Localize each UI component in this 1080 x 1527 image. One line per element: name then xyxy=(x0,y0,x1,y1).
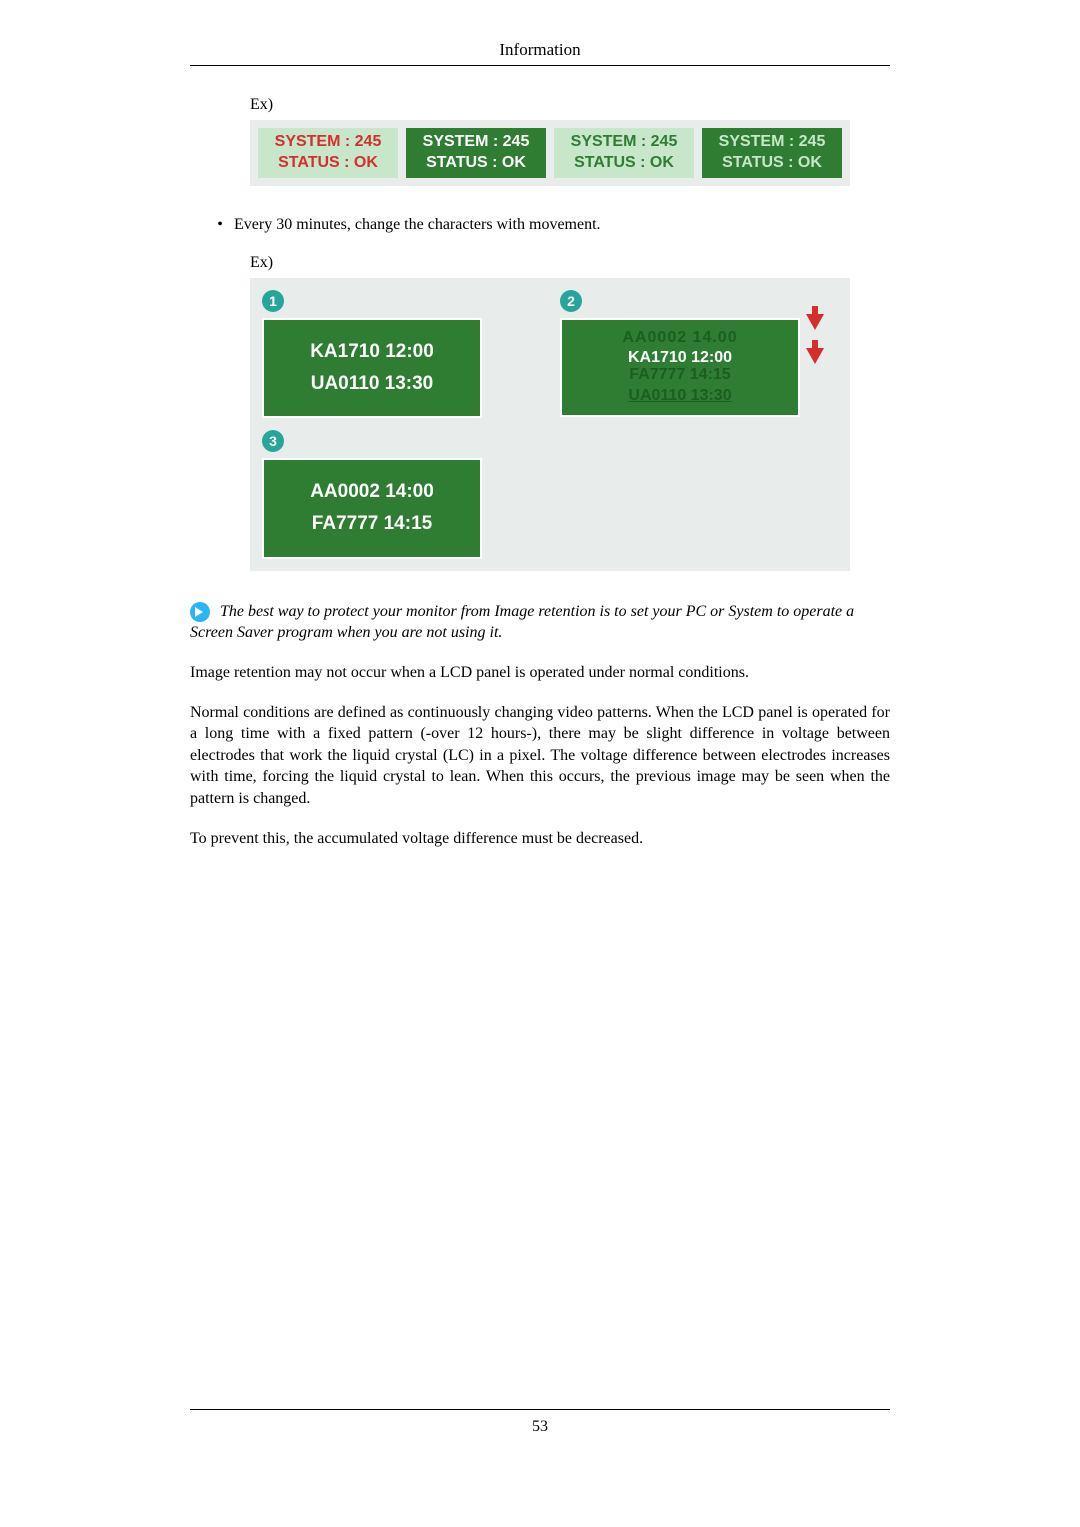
sys4-line2: STATUS : OK xyxy=(706,153,838,174)
system-boxes-row: SYSTEM : 245 STATUS : OK SYSTEM : 245 ST… xyxy=(250,120,850,186)
content-area: Ex) SYSTEM : 245 STATUS : OK SYSTEM : 24… xyxy=(190,96,890,849)
arrow-note-icon xyxy=(190,602,210,622)
panels-container: 1 KA1710 12:00 UA0110 13:30 2 AA0002 14.… xyxy=(250,278,850,571)
sys2-line2: STATUS : OK xyxy=(410,153,542,174)
arrow-down-icon xyxy=(806,314,824,330)
bullet-dot-icon: • xyxy=(210,216,230,234)
panel3-line2: FA7777 14:15 xyxy=(276,508,468,540)
page-number: 53 xyxy=(532,1418,548,1435)
example2-label: Ex) xyxy=(250,254,890,272)
bullet-text: Every 30 minutes, change the characters … xyxy=(234,216,601,233)
paragraph-2: Normal conditions are defined as continu… xyxy=(190,702,890,810)
panel-2-wrap: 2 AA0002 14.00 KA1710 12:00 FA7777 14:15… xyxy=(560,290,838,419)
footer: 53 xyxy=(190,1409,890,1436)
paragraph-3: To prevent this, the accumulated voltage… xyxy=(190,828,890,850)
panel2-l4: UA0110 13:30 xyxy=(568,386,792,407)
note-text: The best way to protect your monitor fro… xyxy=(190,603,854,642)
panel2-l1: AA0002 14.00 xyxy=(568,328,792,349)
panel-1-wrap: 1 KA1710 12:00 UA0110 13:30 xyxy=(262,290,540,419)
note-paragraph: The best way to protect your monitor fro… xyxy=(190,601,890,644)
panel3-line1: AA0002 14:00 xyxy=(276,476,468,508)
page: Information Ex) SYSTEM : 245 STATUS : OK… xyxy=(0,0,1080,1476)
scroll-arrows xyxy=(806,314,826,382)
panel-3-wrap: 3 AA0002 14:00 FA7777 14:15 xyxy=(262,430,838,559)
system-box-2: SYSTEM : 245 STATUS : OK xyxy=(406,128,546,178)
sys2-line1: SYSTEM : 245 xyxy=(410,132,542,153)
bullet-line: • Every 30 minutes, change the character… xyxy=(210,216,890,234)
paragraph-1: Image retention may not occur when a LCD… xyxy=(190,662,890,684)
badge-2: 2 xyxy=(560,290,582,312)
sys1-line2: STATUS : OK xyxy=(262,153,394,174)
panel-2: AA0002 14.00 KA1710 12:00 FA7777 14:15 U… xyxy=(560,318,800,417)
sys4-line1: SYSTEM : 245 xyxy=(706,132,838,153)
system-box-3: SYSTEM : 245 STATUS : OK xyxy=(554,128,694,178)
sys1-line1: SYSTEM : 245 xyxy=(262,132,394,153)
example1-label: Ex) xyxy=(250,96,890,114)
panel1-line1: KA1710 12:00 xyxy=(276,336,468,368)
badge-3: 3 xyxy=(262,430,284,452)
system-box-1: SYSTEM : 245 STATUS : OK xyxy=(258,128,398,178)
panels-row-top: 1 KA1710 12:00 UA0110 13:30 2 AA0002 14.… xyxy=(262,290,838,419)
header-rule: Information xyxy=(190,40,890,66)
panel-1: KA1710 12:00 UA0110 13:30 xyxy=(262,318,482,419)
system-box-4: SYSTEM : 245 STATUS : OK xyxy=(702,128,842,178)
sys3-line2: STATUS : OK xyxy=(558,153,690,174)
header-title: Information xyxy=(190,40,890,65)
sys3-line1: SYSTEM : 245 xyxy=(558,132,690,153)
panel1-line2: UA0110 13:30 xyxy=(276,368,468,400)
badge-1: 1 xyxy=(262,290,284,312)
panel-3: AA0002 14:00 FA7777 14:15 xyxy=(262,458,482,559)
panel2-l3: FA7777 14:15 xyxy=(568,365,792,386)
arrow-down-icon xyxy=(806,348,824,364)
